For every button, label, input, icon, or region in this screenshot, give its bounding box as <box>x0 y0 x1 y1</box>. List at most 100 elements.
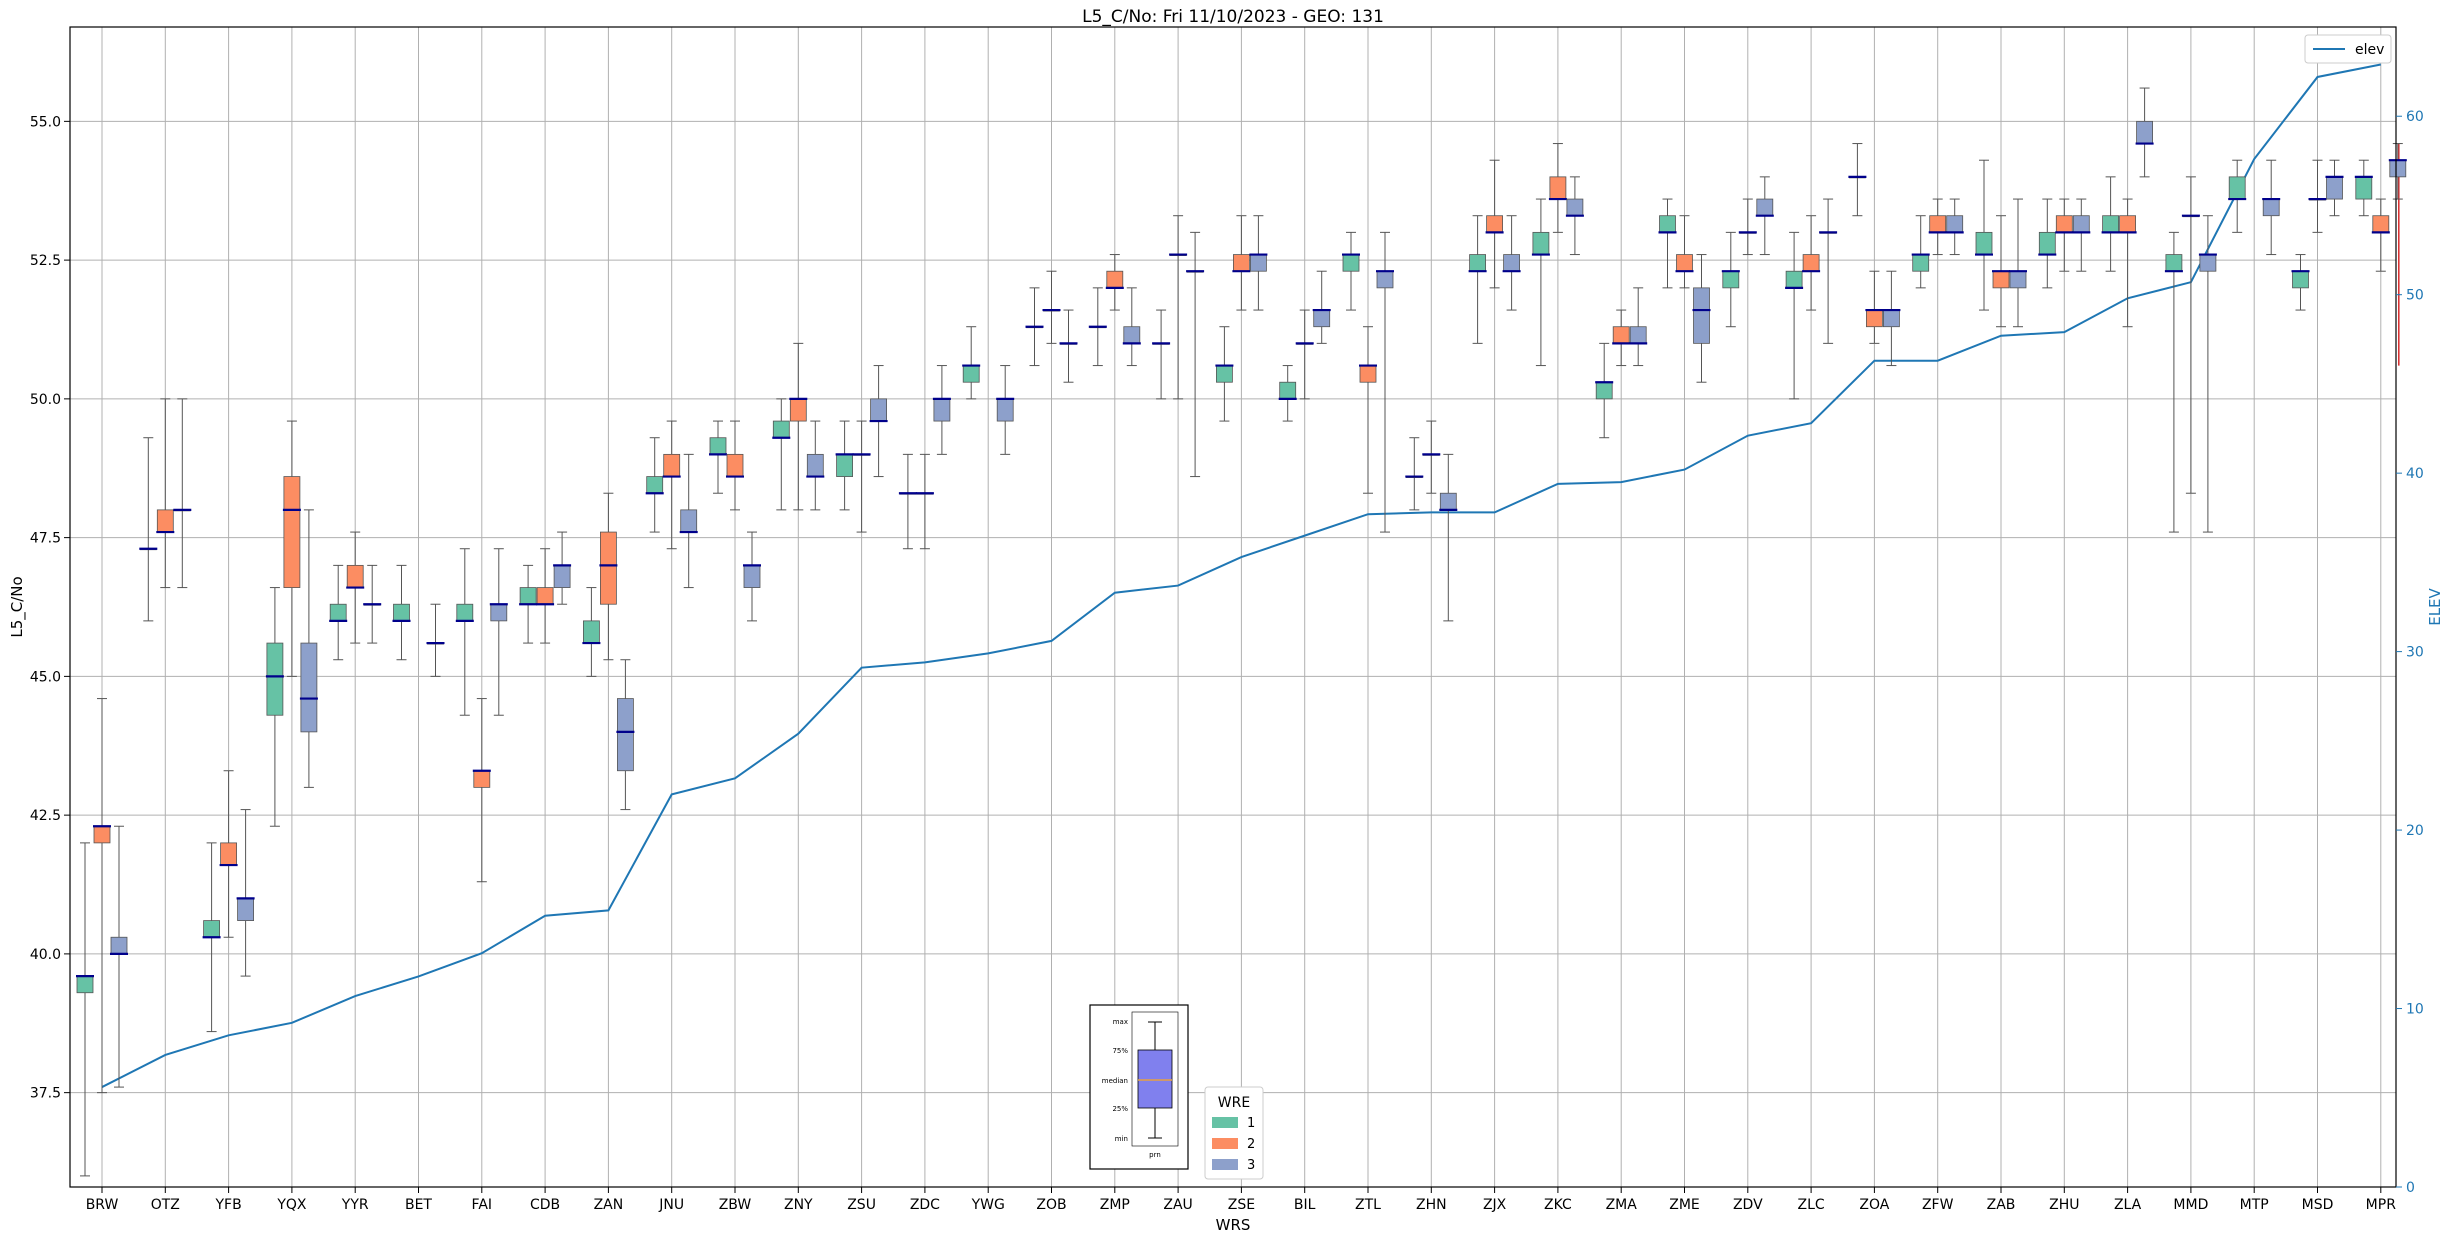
box-iqr <box>646 476 664 494</box>
x-tick-label: MSD <box>2302 1197 2334 1213</box>
box-wre-2 <box>1295 309 1314 400</box>
box-iqr <box>76 975 94 994</box>
box-wre-1 <box>1595 342 1614 439</box>
box-iqr <box>1439 492 1457 511</box>
y2-tick-label: 60 <box>2406 109 2424 125</box>
box-iqr <box>456 603 474 622</box>
box-wre-3 <box>1059 309 1078 383</box>
box-iqr <box>1946 215 1964 233</box>
box-iqr <box>2136 120 2154 144</box>
box-iqr <box>519 587 537 605</box>
box-wre-1 <box>1278 365 1297 422</box>
box-iqr <box>663 453 681 477</box>
box-iqr <box>2262 198 2280 217</box>
box-wre-3 <box>1755 176 1774 256</box>
x-tick-label: YYR <box>341 1197 369 1213</box>
box-wre-1 <box>76 842 94 1177</box>
inset-label-q3: 75% <box>1112 1047 1128 1055</box>
y-tick-label: 50.0 <box>30 392 61 408</box>
box-wre-1 <box>139 437 158 622</box>
box-iqr <box>680 509 698 533</box>
box-wre-3 <box>1692 254 1711 383</box>
box-wre-3 <box>489 548 508 716</box>
box-iqr <box>473 770 491 788</box>
y-tick-label: 42.5 <box>30 808 61 824</box>
box-iqr <box>490 603 508 622</box>
box-wre-2 <box>726 420 744 511</box>
box-iqr <box>2009 270 2027 289</box>
box-iqr <box>1216 365 1233 383</box>
box-iqr <box>1975 231 1993 255</box>
box-wre-3 <box>1629 287 1648 367</box>
box-iqr <box>1676 254 1693 272</box>
box-wre-2 <box>2181 176 2200 494</box>
box-wre-1 <box>1658 198 1677 289</box>
wre-legend-label-1: 1 <box>1247 1116 1255 1131</box>
box-iqr <box>2119 215 2137 233</box>
box-iqr <box>156 509 174 533</box>
box-wre-3 <box>996 365 1015 455</box>
box-iqr <box>836 453 853 477</box>
x-tick-label: ZAB <box>1987 1197 2016 1213</box>
box-wre-3 <box>173 398 192 589</box>
box-wre-2 <box>852 420 871 533</box>
box-wre-1 <box>1848 143 1867 217</box>
box-wre-1 <box>2291 254 2310 311</box>
box-iqr <box>1532 231 1550 255</box>
x-tick-label: ZLA <box>2114 1197 2142 1213</box>
box-wre-3 <box>1249 215 1268 311</box>
y2-tick-label: 50 <box>2406 288 2424 304</box>
x-tick-label: ZNY <box>784 1197 813 1213</box>
x-tick-label: ZAU <box>1163 1197 1192 1213</box>
box-iqr <box>237 897 255 921</box>
box-wre-2 <box>156 398 175 589</box>
y-tick-label: 37.5 <box>30 1086 61 1102</box>
box-wre-2 <box>1169 215 1188 400</box>
box-wre-1 <box>1785 231 1804 400</box>
x-tick-label: ZHU <box>2049 1197 2079 1213</box>
box-wre-3 <box>2009 198 2027 328</box>
y-tick-label: 55.0 <box>30 114 61 130</box>
box-iqr <box>2228 176 2246 200</box>
box-wre-3 <box>1186 231 1205 478</box>
elev-legend: elev <box>2304 34 2392 64</box>
inset-label-max: max <box>1113 1018 1128 1026</box>
x-tick-label: FAI <box>472 1197 492 1213</box>
box-iqr <box>1359 365 1377 383</box>
x-tick-label: ZDV <box>1733 1197 1763 1213</box>
x-tick-label: ZKC <box>1544 1197 1572 1213</box>
box-wre-1 <box>265 587 284 827</box>
box-iqr <box>583 620 600 644</box>
box-wre-3 <box>1819 198 1838 344</box>
box-wre-3 <box>1122 287 1141 367</box>
box-iqr <box>220 842 238 866</box>
box-iqr <box>1503 254 1520 272</box>
box-iqr <box>743 564 761 588</box>
x-tick-label: ZJX <box>1483 1197 1507 1213</box>
box-wre-2 <box>1612 309 1631 367</box>
plot-frame <box>69 26 2397 1188</box>
wre-legend: WRE 1 2 3 <box>1204 1086 1264 1180</box>
box-wre-3 <box>616 659 635 811</box>
x-tick-label: MTP <box>2240 1197 2269 1213</box>
box-wre-1 <box>2354 159 2373 217</box>
box-wre-1 <box>1531 198 1550 367</box>
box-wre-2 <box>93 698 111 1094</box>
box-wre-1 <box>1342 231 1360 311</box>
box-iqr <box>996 398 1014 422</box>
box-wre-2 <box>1675 215 1694 289</box>
box-iqr <box>1549 176 1567 200</box>
box-iqr <box>2326 176 2343 200</box>
box-iqr <box>346 564 364 588</box>
box-iqr <box>1123 326 1141 344</box>
box-wre-1 <box>2228 159 2247 233</box>
y-tick-label: 52.5 <box>30 253 61 269</box>
box-iqr <box>2372 215 2390 233</box>
box-iqr <box>1313 309 1331 328</box>
box-wre-2 <box>1548 143 1567 233</box>
box-iqr <box>1883 309 1900 328</box>
inset-box <box>1137 1049 1173 1109</box>
box-iqr <box>1106 270 1124 289</box>
elev-legend-label: elev <box>2355 42 2384 58</box>
y2-tick-label: 0 <box>2406 1180 2415 1196</box>
